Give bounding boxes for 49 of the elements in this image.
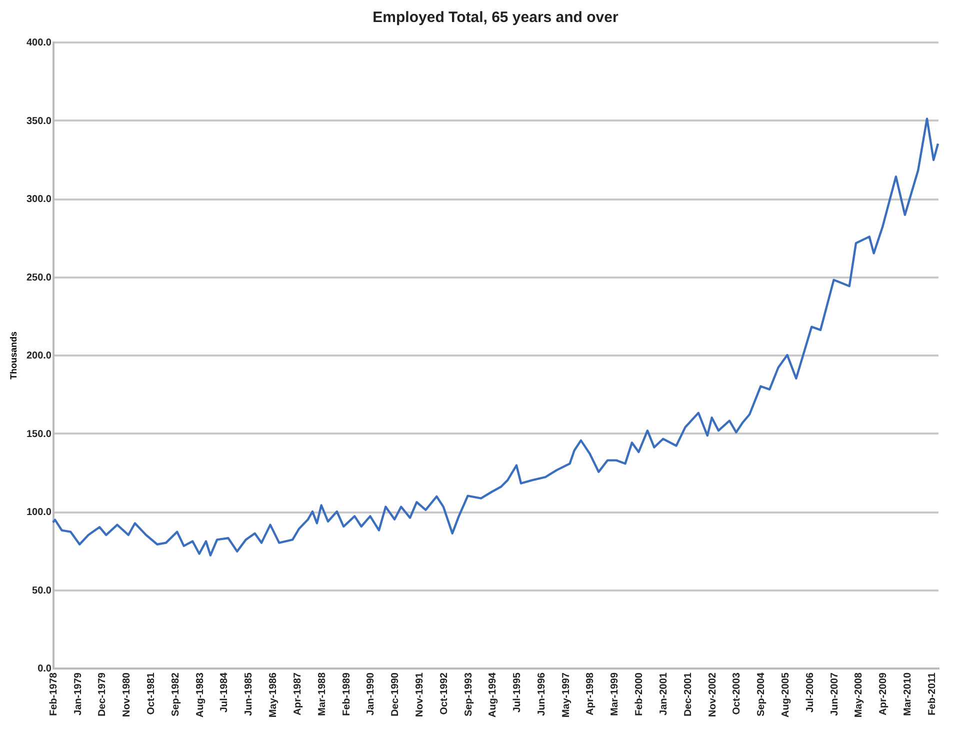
x-tick-label: Oct-1981 (146, 672, 158, 715)
x-tick-label: Feb-1978 (48, 672, 60, 716)
x-tick-label: Jun-2007 (829, 672, 840, 716)
x-tick-label: Sep-1993 (463, 672, 474, 716)
x-tick-label: Nov-2002 (707, 672, 718, 717)
x-tick-label: Jan-1990 (366, 672, 377, 716)
x-tick-label: Oct-1992 (438, 672, 450, 715)
x-tick-label: Jan-1979 (72, 672, 84, 716)
y-tick-label: 50.0 (32, 585, 52, 596)
x-tick-label: Mar-1999 (610, 672, 621, 716)
y-tick-label: 0.0 (38, 664, 52, 674)
y-tick-label: 200.0 (26, 350, 52, 362)
x-tick-label: Jun-1985 (244, 672, 255, 716)
x-tick-label: Jan-2001 (658, 672, 670, 716)
x-tick-label: May-2008 (854, 672, 865, 718)
x-tick-label: Jun-1996 (536, 672, 548, 716)
x-tick-label: Dec-1990 (390, 672, 402, 716)
x-tick-label: Apr-1998 (585, 672, 596, 716)
x-tick-label: Oct-2003 (732, 672, 743, 715)
x-tick-label: Sep-2004 (756, 672, 768, 716)
line-series (52, 118, 940, 556)
y-tick-label: 300.0 (26, 194, 52, 205)
x-tick-label: Jul-1995 (512, 672, 523, 713)
x-tick-label: Sep-1982 (170, 672, 182, 716)
y-tick-label: 100.0 (26, 507, 52, 518)
x-tick-label: Apr-2009 (878, 672, 890, 716)
x-tick-label: Nov-1980 (122, 672, 133, 717)
x-tick-label: Feb-1989 (341, 672, 352, 716)
x-tick-label: May-1986 (268, 672, 279, 718)
x-tick-label: Feb-2011 (927, 672, 938, 716)
y-tick-label: 250.0 (26, 272, 52, 284)
x-tick-label: Jul-2006 (804, 672, 816, 713)
y-axis-title: Thousands (8, 331, 18, 380)
x-tick-label: Dec-2001 (682, 672, 694, 716)
x-tick-label: Aug-1983 (194, 672, 206, 718)
x-tick-label: Aug-1994 (488, 672, 499, 718)
x-tick-label: Jul-1984 (219, 672, 230, 713)
x-tick-label: Dec-1979 (97, 672, 108, 716)
x-tick-label: May-1997 (560, 672, 572, 718)
x-tick-label: Mar-1988 (316, 672, 328, 716)
y-tick-label: 150.0 (26, 428, 52, 440)
x-tick-label: Nov-1991 (414, 672, 426, 717)
x-tick-label: Feb-2000 (634, 672, 646, 716)
y-tick-label: 350.0 (26, 116, 52, 127)
x-tick-label: Mar-2010 (902, 672, 914, 716)
chart-title: Employed Total, 65 years and over (372, 9, 618, 26)
y-tick-label: 400.0 (26, 38, 52, 48)
x-tick-label: Apr-1987 (292, 672, 304, 716)
x-tick-label: Aug-2005 (780, 672, 792, 718)
